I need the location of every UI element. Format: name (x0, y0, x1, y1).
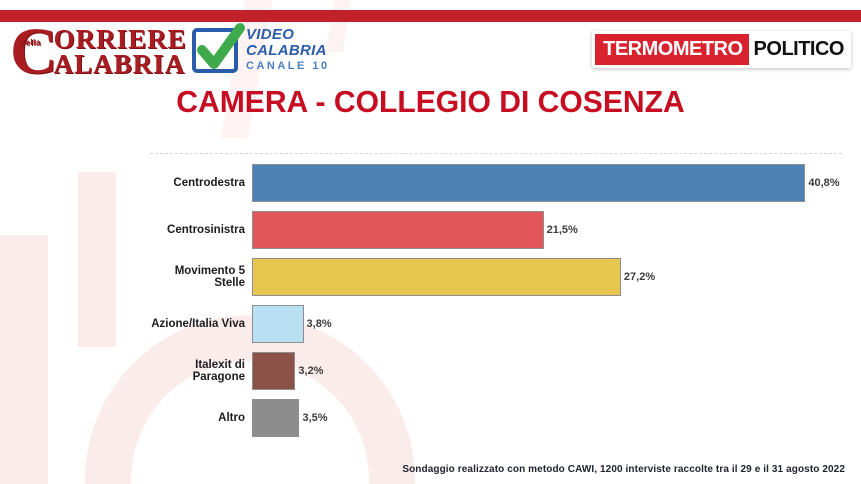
top-red-bar (0, 10, 861, 22)
category-label: Altro (218, 411, 245, 424)
value-label: 21,5% (546, 223, 578, 236)
bar-2 (252, 210, 544, 249)
bar-track: 3,5% (252, 398, 842, 437)
poll-bar-chart: Centrodestra 40,8% Centrosinistra 21,5% Movi… (150, 153, 842, 441)
category-label: Italexit di Paragone (192, 358, 245, 383)
value-label: 3,5% (302, 411, 328, 424)
bar-track: 40,8% (252, 163, 842, 202)
chart-row: Azione/Italia Viva 3,8% (150, 300, 842, 347)
category-label: Movimento 5 Stelle (174, 264, 245, 289)
corriere-calabria-logo: C della ORRIERE ALABRIA (10, 15, 187, 88)
termometro-politico-logo: TERMOMETRO POLITICO (592, 31, 851, 68)
termometro-label: TERMOMETRO (595, 34, 749, 65)
checkmark-icon (197, 22, 245, 69)
video-calabria-line2: CALABRIA (246, 42, 327, 59)
video-calabria-logo: VIDEO CALABRIA CANALE 10 (192, 22, 330, 73)
bar-4 (252, 304, 304, 343)
category-label: Azione/Italia Viva (151, 317, 245, 330)
bar-track: 3,8% (252, 304, 842, 343)
bar-track: 3,2% (252, 351, 842, 390)
bar-track: 21,5% (252, 210, 842, 249)
checkbox-shape (192, 22, 245, 73)
video-calabria-line1: VIDEO (246, 26, 295, 43)
chart-row: Italexit di Paragone 3,2% (150, 347, 842, 394)
value-label: 3,8% (306, 317, 332, 330)
politico-label: POLITICO (748, 34, 848, 65)
bar-6 (252, 398, 300, 437)
category-label: Centrodestra (173, 176, 245, 189)
category-label: Centrosinistra (167, 223, 245, 236)
value-label: 3,2% (298, 364, 324, 377)
value-label: 40,8% (808, 176, 840, 189)
chart-row: Movimento 5 Stelle 27,2% (150, 253, 842, 300)
corriere-big-c: C della (10, 15, 58, 88)
video-calabria-line3: CANALE 10 (246, 60, 330, 72)
value-label: 27,2% (623, 270, 656, 283)
corriere-line2: ALABRIA (53, 49, 186, 79)
chart-row: Centrodestra 40,8% (150, 159, 842, 206)
chart-row: Altro 3,5% (150, 394, 842, 441)
bar-track: 27,2% (252, 257, 842, 296)
bar-1 (252, 163, 806, 202)
corriere-line1: ORRIERE (53, 24, 187, 54)
chart-row: Centrosinistra 21,5% (150, 206, 842, 253)
methodology-note: Sondaggio realizzato con metodo CAWI, 12… (402, 464, 845, 475)
bar-3 (252, 257, 621, 296)
bar-5 (252, 351, 296, 390)
page-title: CAMERA - COLLEGIO DI COSENZA (176, 84, 685, 119)
corriere-della-label: della (20, 38, 41, 47)
